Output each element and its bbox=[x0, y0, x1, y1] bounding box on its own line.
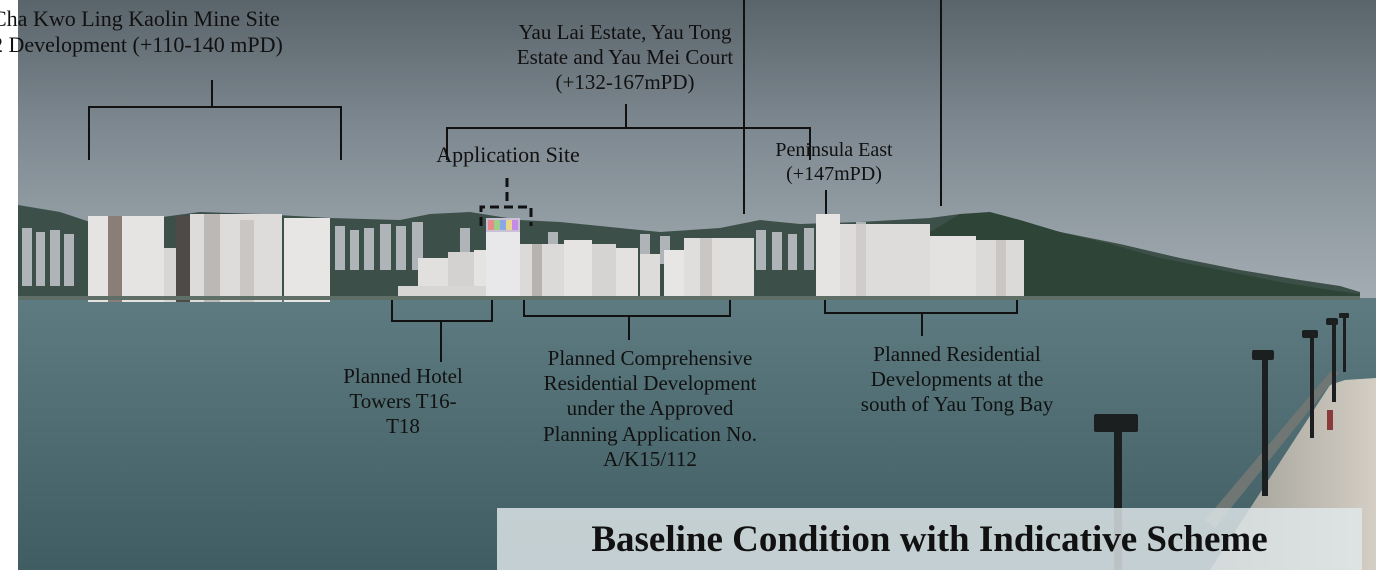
pedestrian bbox=[1327, 410, 1333, 430]
right-headland bbox=[930, 212, 1360, 300]
label-south-yau-tong-bay: Planned Residential Developments at the … bbox=[860, 342, 1054, 417]
left-margin bbox=[0, 0, 18, 570]
banner-title: Baseline Condition with Indicative Schem… bbox=[591, 518, 1268, 560]
south-yau-tong-bay-blocks bbox=[816, 214, 1024, 298]
annotation-lines bbox=[88, 0, 1018, 362]
label-application-site: Application Site bbox=[436, 142, 580, 167]
kaolin-development-blocks bbox=[88, 214, 330, 302]
promenade-railing bbox=[1205, 372, 1340, 528]
label-kaolin-mine: Cha Kwo Ling Kaolin Mine Site 2 Developm… bbox=[0, 6, 283, 58]
hotel-tower-blocks bbox=[398, 250, 508, 298]
label-peninsula-east: Peninsula East (+147mPD) bbox=[775, 139, 893, 185]
comprehensive-development-blocks bbox=[520, 238, 754, 298]
label-yau-lai-estate: Yau Lai Estate, Yau Tong Estate and Yau … bbox=[516, 20, 734, 95]
label-comprehensive-development: Planned Comprehensive Residential Develo… bbox=[542, 346, 758, 471]
application-site-marker bbox=[479, 178, 533, 226]
label-hotel-towers: Planned Hotel Towers T16- T18 bbox=[343, 364, 463, 439]
application-site-tower bbox=[486, 218, 520, 298]
shoreline bbox=[18, 296, 1360, 300]
scheme-banner: Baseline Condition with Indicative Schem… bbox=[497, 508, 1362, 570]
lamp-posts bbox=[1094, 313, 1349, 570]
